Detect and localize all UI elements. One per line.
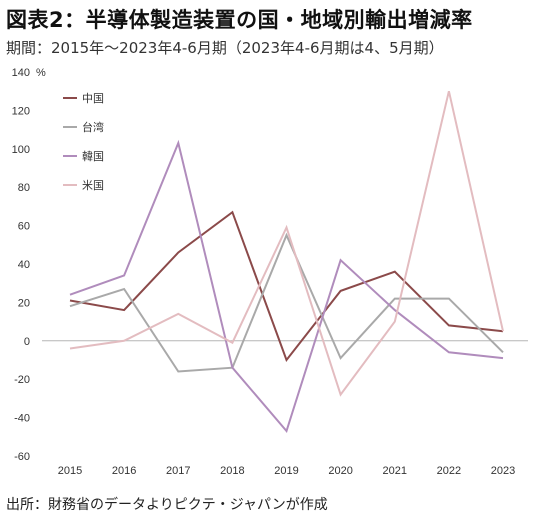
source-note: 出所：財務省のデータよりピクテ・ジャパンが作成 [6, 497, 328, 513]
series-lines [69, 90, 504, 434]
series-line [69, 90, 504, 397]
series-line [69, 210, 504, 363]
y-tick-label: 20 [18, 297, 30, 309]
y-tick-label: -60 [14, 451, 30, 463]
x-tick-label: 2021 [383, 465, 407, 477]
series-line [69, 139, 504, 434]
x-tick-label: 2020 [328, 465, 352, 477]
x-tick-label: 2023 [491, 465, 515, 477]
x-tick-label: 2019 [274, 465, 298, 477]
legend-label: 中国 [82, 92, 104, 105]
x-tick-label: 2018 [220, 465, 244, 477]
y-tick-label: 120 [12, 105, 30, 117]
y-tick-label: -40 [14, 413, 30, 425]
x-tick-label: 2017 [166, 465, 190, 477]
x-axis: 2015 2016 2017 2018 2019 2020 2021 2022 2023 [58, 465, 515, 477]
x-tick-label: 2022 [437, 465, 461, 477]
y-tick-label: 100 [12, 144, 30, 156]
y-tick-label: 40 [18, 259, 30, 271]
y-tick-label: 60 [18, 221, 30, 233]
legend-label: 韓国 [82, 150, 104, 163]
series-line [69, 232, 504, 373]
x-tick-label: 2016 [112, 465, 136, 477]
legend-label: 台湾 [82, 120, 104, 134]
y-tick-label: 140 [12, 67, 30, 79]
y-axis: 140 120 100 80 60 40 20 0 -20 -40 -60% [12, 67, 46, 463]
chart-subtitle: 期間：2015年～2023年4-6月期（2023年4-6月期は4、5月期） [6, 39, 444, 57]
legend-label: 米国 [82, 179, 104, 192]
y-axis-unit: % [36, 67, 46, 79]
chart-title: 図表2：半導体製造装置の国・地域別輸出増減率 [6, 8, 473, 32]
y-tick-label: -20 [14, 374, 30, 386]
x-tick-label: 2015 [58, 465, 82, 477]
y-tick-label: 80 [18, 182, 30, 194]
y-tick-label: 0 [24, 336, 30, 348]
